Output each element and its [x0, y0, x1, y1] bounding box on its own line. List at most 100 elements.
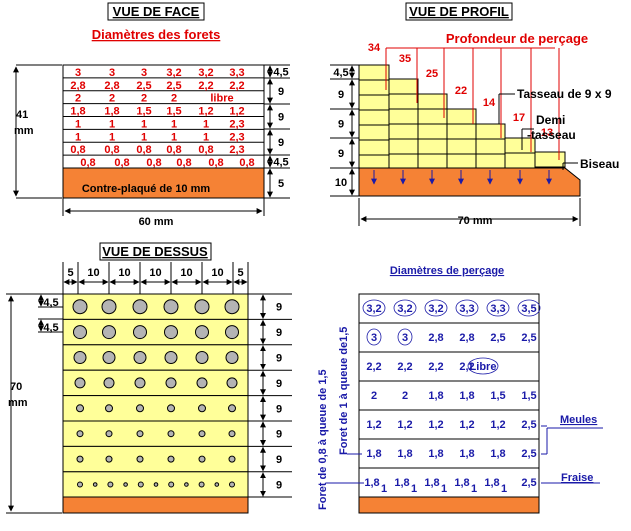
diameter-circle	[455, 299, 479, 317]
drill-hole	[228, 430, 236, 438]
drill-hole	[137, 481, 144, 488]
vertical-label-08: Foret de 0,8 à queue de 1,5	[317, 369, 329, 510]
drill-diameter-cell: 3,3	[490, 303, 505, 315]
drill-row	[358, 438, 540, 469]
top-dim-label: 10	[149, 267, 161, 279]
top-right-dim-label: 9	[276, 378, 282, 390]
drill-diameter-cell: 1,8	[366, 448, 381, 460]
drill-diameters-subtitle: Diamètres des forets	[92, 27, 221, 42]
front-diameter-cell: 3,2	[166, 67, 181, 79]
drill-diameter-cell: 2,5	[521, 477, 536, 489]
front-diameter-cell: 0,8	[208, 157, 223, 169]
front-diameter-cell: 1,5	[136, 106, 151, 118]
drill-hole	[136, 430, 144, 438]
diameter-circle	[486, 299, 510, 317]
front-diameter-cell: 1	[171, 118, 177, 130]
drill-hole	[136, 404, 144, 413]
drill-hole	[214, 482, 220, 487]
drill-diameter-cell: 2,5	[521, 448, 536, 460]
drill-diameter-cell: 2,5	[490, 332, 505, 344]
front-diameter-cell: 0,8	[136, 144, 151, 156]
drill-row	[358, 409, 540, 440]
diameter-circle	[517, 299, 541, 317]
diameter-circle	[467, 357, 499, 375]
drill-hole	[229, 481, 235, 488]
plywood-base	[62, 167, 265, 199]
front-diameter-cell: 2	[109, 93, 115, 105]
front-width-label: 60 mm	[139, 216, 174, 228]
drill-diameter-cell: 3	[371, 332, 377, 344]
top-dim-label: 5	[237, 267, 243, 279]
drill-diameter-cell: 1,5	[521, 390, 536, 402]
front-diameter-cell: 1	[203, 118, 209, 130]
drill-diameter-cell: 1,8	[459, 390, 474, 402]
drill-diameter-cell: 2,2	[397, 361, 412, 373]
drill-diameter-cell: 1,8	[484, 477, 499, 489]
front-diameter-cell: 1	[171, 131, 177, 143]
drilling-diameters-title: Diamètres de perçage	[390, 265, 504, 277]
drill-hole	[107, 481, 114, 488]
front-diameter-cell: 1	[75, 118, 81, 130]
front-diameter-cell: 1	[203, 131, 209, 143]
front-right-dim-label: 5	[278, 178, 284, 190]
drill-hole	[134, 377, 146, 389]
drill-hole	[163, 299, 179, 315]
tasseau-step	[534, 151, 566, 169]
drill-hole	[103, 377, 115, 389]
drill-hole	[105, 404, 113, 413]
drill-diameter-cell: Libre	[470, 361, 497, 373]
profile-left-dim-label: 9	[338, 148, 344, 160]
diameter-circle	[424, 299, 448, 317]
drill-diameter-cell: 1,8	[454, 477, 469, 489]
profile-left-dim-label: 10	[335, 177, 347, 189]
top-right-dim-label: 9	[276, 454, 282, 466]
top-plywood-strip	[62, 496, 249, 514]
drill-diameter-cell: 1,2	[490, 419, 505, 431]
front-diameter-cell: libre	[210, 93, 233, 105]
top-row-band	[62, 369, 249, 397]
drill-diameter-cell: 2	[402, 390, 408, 402]
top-view: VUE DE DESSUS 5 10 10 10 10 10 5 9 9 9 9 9 9 9 9 4,5 4…	[6, 242, 292, 514]
front-diameter-cell: 3,3	[229, 67, 244, 79]
diameter-circle	[366, 328, 382, 346]
drill-hole	[76, 455, 84, 463]
drill-diameter-cell: 1	[471, 483, 477, 495]
front-diameter-cell: 2	[171, 93, 177, 105]
drill-hole	[76, 404, 84, 413]
drill-diameter-cell: 1	[441, 483, 447, 495]
tasseau-step	[417, 93, 448, 169]
front-diameter-cell: 1,5	[166, 106, 181, 118]
top-row-band	[62, 420, 249, 447]
drill-hole	[198, 455, 206, 463]
drill-hole	[133, 325, 147, 340]
drill-diameter-cell: 3	[402, 332, 408, 344]
demi-tasseau-label-2: -tasseau	[527, 128, 576, 142]
top-row-band	[62, 344, 249, 371]
front-height-value: 41	[16, 109, 28, 121]
top-right-dim-label: 9	[276, 302, 282, 314]
front-diameter-cell: 1,2	[229, 106, 244, 118]
front-view: VUE DE FACE Diamètres des forets 3 3 3 3,2 3…	[13, 2, 290, 228]
drill-hole	[105, 430, 113, 438]
front-diameter-cell: 2,2	[198, 80, 213, 92]
diameter-circle	[397, 328, 413, 346]
drill-diameter-cell: 3,2	[366, 303, 381, 315]
front-diameter-cell: 0,8	[104, 144, 119, 156]
drill-hole	[194, 299, 210, 315]
profile-view-title: VUE DE PROFIL	[409, 4, 509, 19]
diameter-circle	[393, 299, 417, 317]
tasseau-label: Tasseau de 9 x 9	[517, 87, 612, 101]
front-diameter-cell: 1,2	[198, 106, 213, 118]
front-diameter-cell: 0,8	[70, 144, 85, 156]
demi-tasseau-label-1: Demi	[536, 113, 565, 127]
front-right-dim-label: 4,5	[273, 157, 288, 169]
front-diameter-cell: 0,8	[114, 157, 129, 169]
drill-hole	[102, 325, 116, 340]
drill-hole	[102, 351, 116, 364]
front-diameter-cell: 1	[141, 131, 147, 143]
drill-hole	[184, 482, 189, 487]
drill-hole	[165, 377, 177, 389]
drill-diameter-cell: 1,8	[397, 448, 412, 460]
drill-hole	[123, 482, 128, 487]
drill-hole	[225, 351, 239, 364]
